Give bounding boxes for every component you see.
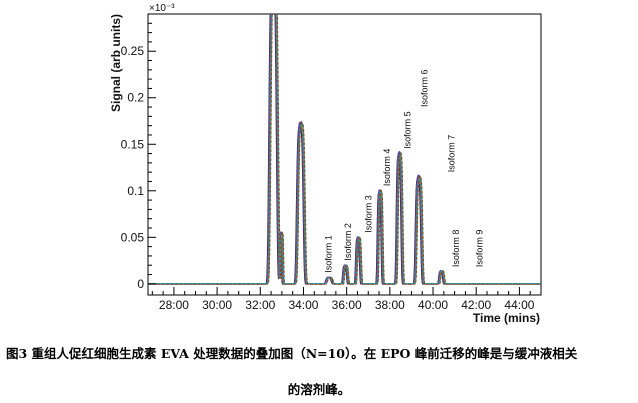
plot-frame bbox=[147, 13, 542, 296]
isoform-label: Isoform 7 bbox=[447, 135, 457, 173]
x-tick-label: 28:00 bbox=[159, 298, 189, 312]
x-tick-label: 34:00 bbox=[288, 298, 318, 312]
y-tick-label: 0.25 bbox=[121, 44, 145, 58]
isoform-label: Isoform 4 bbox=[382, 149, 392, 187]
isoform-label: Isoform 2 bbox=[343, 223, 353, 261]
isoform-label: Isoform 5 bbox=[402, 111, 412, 149]
y-tick-label: 0.1 bbox=[127, 184, 144, 198]
isoform-label: Isoform 1 bbox=[324, 235, 334, 273]
y-tick-label: 0.2 bbox=[127, 91, 144, 105]
x-tick-label: 44:00 bbox=[504, 298, 534, 312]
isoform-label: Isoform 6 bbox=[420, 69, 430, 107]
isoform-label: Isoform 3 bbox=[364, 195, 374, 233]
y-tick-label: 0.05 bbox=[121, 230, 145, 244]
annotation-group: Isoform 1 Isoform 2 Isoform 3 Isoform 4 Isof… bbox=[324, 69, 485, 272]
isoform-label: Isoform 8 bbox=[451, 230, 461, 268]
caption-line-2: 的溶剂峰。 bbox=[287, 382, 351, 397]
trace-10 bbox=[148, 14, 541, 285]
y-axis: 0 0.05 0.1 0.15 0.2 0.25 bbox=[121, 22, 156, 291]
x-tick-label: 36:00 bbox=[332, 298, 362, 312]
x-tick-label: 32:00 bbox=[245, 298, 275, 312]
y-tick-label: 0 bbox=[137, 277, 144, 291]
y-axis-title: Signal (arb units) bbox=[109, 14, 123, 112]
x-tick-label: 40:00 bbox=[418, 298, 448, 312]
y-tick-label: 0.15 bbox=[121, 137, 145, 151]
trace-group bbox=[148, 14, 541, 285]
x-tick-label: 42:00 bbox=[461, 298, 491, 312]
chromatogram-chart: 28:00 30:00 32:00 34:00 36:00 38:00 40:00 42:00… bbox=[109, 3, 542, 325]
x-tick-label: 30:00 bbox=[202, 298, 232, 312]
x-axis: 28:00 30:00 32:00 34:00 36:00 38:00 40:00 42:00… bbox=[151, 287, 542, 312]
x-axis-title: Time (mins) bbox=[473, 311, 540, 325]
x-tick-label: 38:00 bbox=[375, 298, 405, 312]
y-exponent-label: ×10⁻³ bbox=[149, 3, 175, 14]
caption-line-1: 图3 重组人促红细胞生成素 EVA 处理数据的叠加图（N=10）。在 EPO 峰… bbox=[6, 346, 578, 361]
figure-caption: 图3 重组人促红细胞生成素 EVA 处理数据的叠加图（N=10）。在 EPO 峰… bbox=[0, 344, 638, 400]
isoform-label: Isoform 9 bbox=[475, 230, 485, 268]
